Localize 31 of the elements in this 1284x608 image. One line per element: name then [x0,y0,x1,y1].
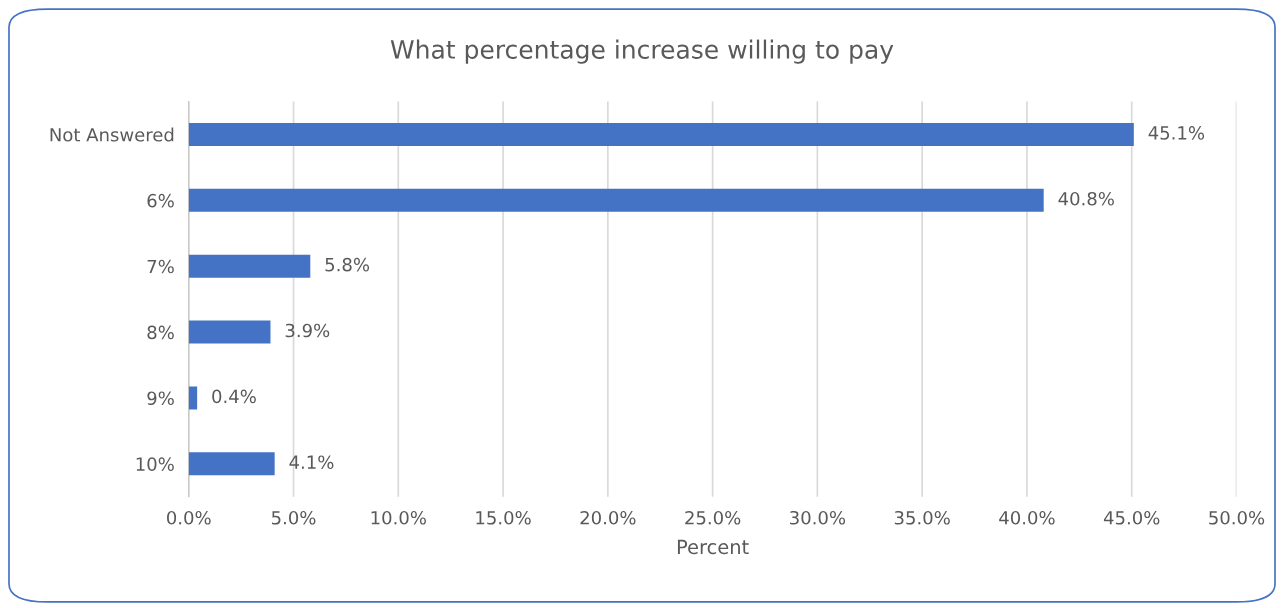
x-tick-label: 15.0% [476,510,531,525]
x-tick-label: 30.0% [790,510,846,525]
x-tick-label: 35.0% [894,510,950,525]
bar [188,452,275,476]
data-label: 45.1% [1148,126,1205,140]
y-tick-label: 10% [136,457,174,471]
bar [188,254,311,278]
data-label: 0.4% [212,389,256,404]
y-tick-label: 7% [147,259,174,274]
x-tick-label: 0.0% [167,510,211,525]
x-tick-label: 5.0% [271,510,316,525]
bar [188,386,198,410]
x-tick-label: 10.0% [371,510,426,525]
x-tick-label: 50.0% [1209,510,1265,525]
data-label: 40.8% [1058,191,1114,206]
x-axis-title: Percent [677,539,749,555]
bar [188,320,271,344]
data-label: 3.9% [285,323,330,338]
x-tick-label: 40.0% [999,510,1055,525]
y-tick-label: 6% [147,193,174,208]
x-tick-label: 20.0% [580,510,636,525]
chart-title: What percentage increase willing to pay [390,39,894,64]
y-tick-label: 8% [147,325,174,340]
x-tick-label: 45.0% [1103,510,1160,525]
bar [188,122,1134,146]
data-label: 5.8% [325,257,370,272]
y-tick-label: Not Answered [50,127,174,142]
data-label: 4.1% [289,455,334,470]
x-tick-label: 25.0% [685,510,741,525]
y-tick-label: 9% [147,391,174,406]
bar [188,188,1044,212]
